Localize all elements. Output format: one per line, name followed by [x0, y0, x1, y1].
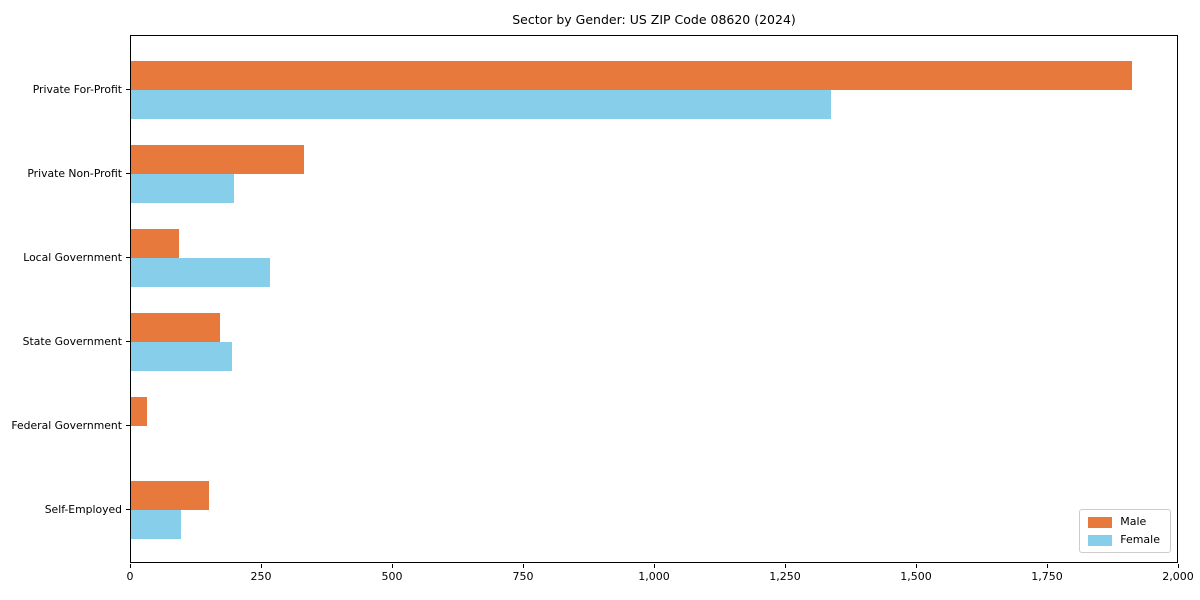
x-axis-tick-label: 1,500 — [900, 570, 932, 583]
x-axis-tick-label: 250 — [250, 570, 272, 583]
bar-female-2 — [131, 258, 270, 287]
y-axis-category-label: Private For-Profit — [32, 82, 122, 96]
y-axis-tick — [126, 341, 130, 342]
y-axis-tick — [126, 173, 130, 174]
x-axis-tick-label: 2,000 — [1162, 570, 1194, 583]
x-axis-tick — [654, 564, 655, 568]
legend-item-female: Female — [1088, 534, 1160, 546]
y-axis-tick — [126, 89, 130, 90]
bar-male-5 — [131, 481, 210, 510]
legend-label: Female — [1120, 533, 1160, 546]
y-axis-tick — [126, 257, 130, 258]
y-axis-tick — [126, 425, 130, 426]
bar-male-1 — [131, 145, 304, 174]
legend-label: Male — [1120, 515, 1147, 528]
bar-male-0 — [131, 61, 1132, 90]
x-axis-tick-label: 1,750 — [1031, 570, 1063, 583]
x-axis-tick — [392, 564, 393, 568]
y-axis-category-label: Private Non-Profit — [27, 166, 122, 180]
bar-female-1 — [131, 174, 234, 203]
bar-female-3 — [131, 342, 233, 371]
x-axis-tick-label: 1,250 — [769, 570, 801, 583]
plot-area: Male Female — [130, 35, 1178, 563]
x-axis-tick — [261, 564, 262, 568]
y-axis-category-label: Self-Employed — [44, 502, 122, 516]
y-axis-tick — [126, 509, 130, 510]
legend-swatch-male — [1088, 516, 1113, 528]
legend-item-male: Male — [1088, 516, 1160, 528]
x-axis-tick — [523, 564, 524, 568]
x-axis-tick — [916, 564, 917, 568]
bar-male-2 — [131, 229, 180, 258]
legend: Male Female — [1079, 509, 1171, 553]
legend-swatch-female — [1088, 534, 1113, 546]
y-axis-category-label: Federal Government — [11, 418, 122, 432]
x-axis-tick — [1178, 564, 1179, 568]
y-axis-category-label: Local Government — [23, 250, 122, 264]
chart-title: Sector by Gender: US ZIP Code 08620 (202… — [512, 12, 796, 27]
x-axis-tick-label: 1,000 — [638, 570, 670, 583]
x-axis-tick — [130, 564, 131, 568]
x-axis-tick-label: 0 — [126, 570, 134, 583]
x-axis-tick — [785, 564, 786, 568]
bar-male-3 — [131, 313, 220, 342]
bar-male-4 — [131, 397, 147, 426]
x-axis-tick-label: 750 — [512, 570, 534, 583]
x-axis-tick-label: 500 — [381, 570, 403, 583]
bar-female-5 — [131, 510, 181, 539]
bar-female-0 — [131, 90, 831, 119]
y-axis-category-label: State Government — [22, 334, 122, 348]
x-axis-tick — [1047, 564, 1048, 568]
